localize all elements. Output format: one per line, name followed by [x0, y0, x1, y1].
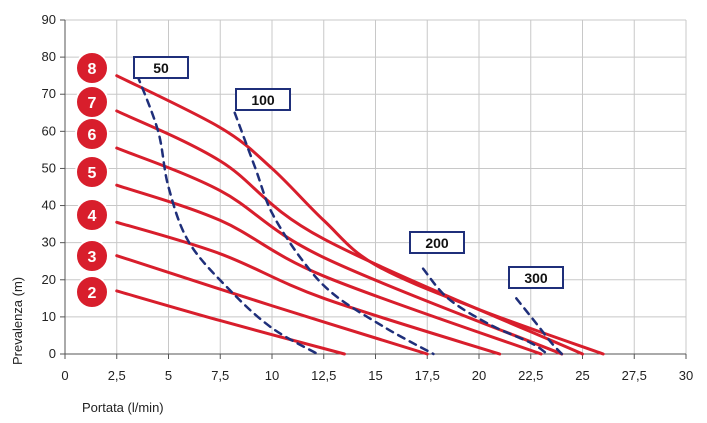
x-tick-label: 25 [575, 368, 589, 383]
rpm-label-text: 50 [153, 60, 169, 76]
pump-curve-stage-4 [115, 220, 502, 356]
x-tick-label: 27,5 [622, 368, 647, 383]
x-tick-label: 17,5 [415, 368, 440, 383]
x-tick-label: 15 [368, 368, 382, 383]
pump-curve-stage-2 [115, 289, 346, 356]
y-tick-label: 60 [42, 123, 56, 138]
y-tick-label: 90 [42, 12, 56, 27]
x-tick-label: 10 [265, 368, 279, 383]
stage-label: 7 [88, 95, 97, 112]
pump-curves [115, 74, 605, 356]
x-tick-label: 30 [679, 368, 693, 383]
rpm-label-box [235, 88, 291, 111]
rpm-label-box [409, 231, 465, 254]
y-tick-label: 30 [42, 235, 56, 250]
stage-marker-5: 5 [75, 155, 109, 189]
rpm-label-box [133, 56, 189, 79]
stage-marker-4: 4 [75, 198, 109, 232]
rpm-label-box [508, 266, 564, 289]
rpm-label-text: 100 [251, 92, 275, 108]
rpm-label-100: 100 [235, 88, 291, 111]
rpm-label-text: 200 [425, 235, 449, 251]
stage-circle [75, 51, 109, 85]
rpm-labels: 50 100 200 300 [133, 56, 564, 289]
rpm-lines [136, 74, 564, 356]
rpm-label-200: 200 [409, 231, 465, 254]
x-tick-label: 0 [61, 368, 68, 383]
pump-curve-stage-5 [115, 183, 543, 356]
stage-label: 2 [88, 285, 97, 302]
stage-circle [75, 239, 109, 273]
rpm-label-50: 50 [133, 56, 189, 79]
x-tick-label: 7,5 [211, 368, 229, 383]
stage-marker-2: 2 [75, 275, 109, 309]
pump-curve-stage-6 [115, 146, 564, 356]
x-tick-label: 5 [165, 368, 172, 383]
stage-markers: 8 7 6 5 4 3 2 [75, 51, 109, 309]
stage-marker-8: 8 [75, 51, 109, 85]
stage-label: 6 [88, 127, 97, 144]
rpm-line-50 [136, 74, 319, 356]
stage-marker-6: 6 [75, 117, 109, 151]
stage-label: 8 [88, 61, 97, 78]
stage-circle [75, 275, 109, 309]
stage-circle [75, 117, 109, 151]
stage-circle [75, 155, 109, 189]
stage-label: 3 [88, 249, 97, 266]
rpm-label-300: 300 [508, 266, 564, 289]
y-tick-label: 50 [42, 160, 56, 175]
stage-circle [75, 198, 109, 232]
stage-label: 4 [88, 208, 97, 225]
x-tick-label: 2,5 [108, 368, 126, 383]
x-axis-title: Portata (l/min) [82, 400, 164, 415]
y-axis-title: Prevalenza (m) [10, 277, 25, 365]
axes: 0 10 20 30 40 50 60 70 80 90 0 2,5 5 7,5 10 12,5 15 17,5 2… [42, 12, 694, 383]
pump-curve-stage-7 [115, 109, 584, 356]
rpm-line-100 [233, 111, 435, 356]
stage-label: 5 [88, 165, 97, 182]
y-tick-label: 20 [42, 272, 56, 287]
y-tick-label: 70 [42, 86, 56, 101]
rpm-line-200 [421, 267, 549, 356]
rpm-line-300 [515, 297, 564, 356]
pump-curve-stage-3 [115, 254, 429, 356]
x-tick-label: 20 [472, 368, 486, 383]
stage-marker-3: 3 [75, 239, 109, 273]
y-tick-label: 40 [42, 198, 56, 213]
rpm-label-text: 300 [524, 270, 548, 286]
x-tick-label: 12,5 [311, 368, 336, 383]
y-tick-label: 80 [42, 49, 56, 64]
y-tick-label: 0 [49, 346, 56, 361]
x-tick-label: 22,5 [518, 368, 543, 383]
stage-marker-7: 7 [75, 85, 109, 119]
y-tick-label: 10 [42, 309, 56, 324]
pump-curve-stage-8 [115, 74, 605, 356]
